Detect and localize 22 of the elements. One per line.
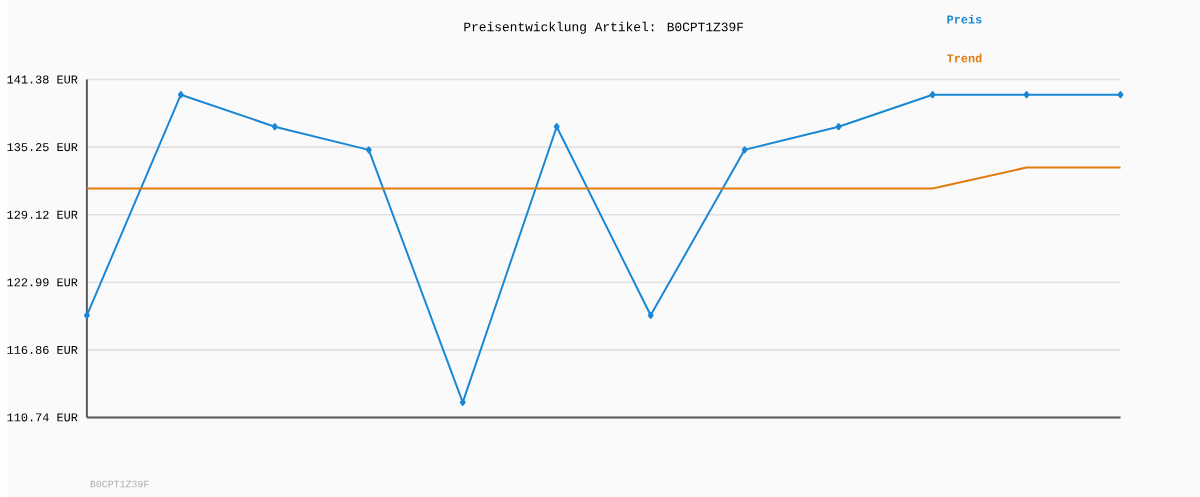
y-tick-label: 135.25 EUR: [7, 143, 78, 152]
point: [365, 146, 372, 154]
y-tick-label: 129.12 EUR: [7, 210, 78, 219]
chart-title: Preisentwicklung Artikel: B0CPT1Z39F: [464, 21, 744, 34]
point: [553, 123, 560, 131]
point: [741, 146, 748, 154]
y-tick-label: 122.99 EUR: [7, 278, 78, 287]
text: Trend: [946, 53, 982, 63]
point: [835, 123, 842, 131]
point: [459, 398, 466, 407]
point: [271, 123, 278, 131]
y-tick-label: 110.74 EUR: [7, 413, 78, 422]
point: [647, 311, 654, 319]
text: Preis: [947, 14, 982, 24]
point: [1023, 91, 1030, 99]
y-tick-label: 116.86 EUR: [7, 345, 78, 354]
point: [83, 311, 90, 319]
y-tick-label: 141.38 EUR: [7, 75, 78, 84]
text: B0CPT1Z39F: [90, 480, 149, 488]
point: [929, 91, 936, 99]
point: [177, 91, 184, 99]
point: [1117, 91, 1124, 99]
